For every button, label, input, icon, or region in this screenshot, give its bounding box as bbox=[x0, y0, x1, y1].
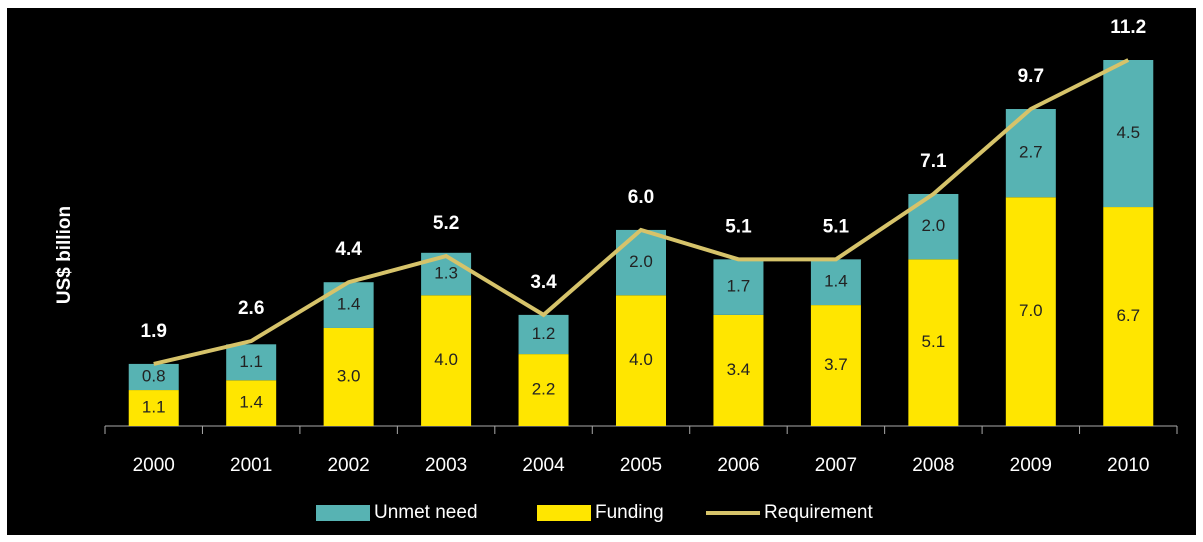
bar-value-label: 1.3 bbox=[434, 264, 458, 283]
legend-swatch bbox=[316, 505, 370, 521]
requirement-label: 5.1 bbox=[725, 216, 752, 237]
x-tick-label: 2000 bbox=[133, 455, 175, 476]
bar-segment bbox=[1005, 197, 1056, 426]
requirement-label: 11.2 bbox=[1110, 17, 1146, 38]
legend-swatch bbox=[537, 505, 591, 521]
x-tick-label: 2005 bbox=[620, 455, 662, 476]
bar-value-label: 1.1 bbox=[239, 352, 263, 371]
chart-background bbox=[7, 8, 1196, 535]
bar-value-label: 1.1 bbox=[142, 398, 166, 417]
requirement-label: 1.9 bbox=[141, 321, 167, 342]
legend-label: Funding bbox=[595, 502, 664, 523]
bar-segment bbox=[421, 295, 472, 426]
bar-value-label: 6.7 bbox=[1116, 306, 1140, 325]
bar-segment bbox=[908, 259, 959, 426]
requirement-label: 2.6 bbox=[238, 298, 264, 319]
bar-value-label: 3.4 bbox=[727, 360, 751, 379]
requirement-label: 9.7 bbox=[1018, 66, 1044, 87]
bar-value-label: 1.2 bbox=[532, 324, 556, 343]
bar-value-label: 1.4 bbox=[824, 272, 848, 291]
bar-value-label: 1.7 bbox=[727, 277, 751, 296]
x-tick-label: 2008 bbox=[912, 455, 954, 476]
bar-value-label: 4.5 bbox=[1116, 123, 1140, 142]
requirement-label: 5.1 bbox=[823, 216, 850, 237]
x-tick-label: 2001 bbox=[230, 455, 272, 476]
requirement-label: 3.4 bbox=[530, 272, 557, 293]
bar-value-label: 7.0 bbox=[1019, 301, 1043, 320]
bar-value-label: 4.0 bbox=[629, 350, 653, 369]
bar-segment bbox=[616, 295, 666, 426]
bar-segment bbox=[713, 314, 764, 426]
bar-value-label: 5.1 bbox=[922, 332, 946, 351]
y-axis-label: US$ billion bbox=[54, 206, 75, 304]
bar-segment bbox=[810, 259, 861, 306]
bar-segment bbox=[518, 354, 569, 426]
bar-segment bbox=[713, 259, 764, 315]
bar-segment bbox=[1103, 207, 1154, 426]
bar-value-label: 3.0 bbox=[337, 366, 361, 385]
requirement-line bbox=[153, 58, 1130, 366]
bar-value-label: 0.8 bbox=[142, 366, 166, 385]
bar-segment bbox=[128, 363, 179, 391]
bar-value-label: 1.4 bbox=[239, 393, 263, 412]
bar-value-label: 1.4 bbox=[337, 295, 361, 314]
bar-value-label: 2.7 bbox=[1019, 143, 1043, 162]
bar-value-label: 4.0 bbox=[434, 350, 458, 369]
bar-segment bbox=[1103, 60, 1154, 208]
legend-label: Requirement bbox=[764, 502, 873, 523]
x-tick-label: 2009 bbox=[1010, 455, 1052, 476]
bar-segment bbox=[128, 390, 179, 426]
bar-value-label: 2.0 bbox=[922, 216, 946, 235]
bar-value-label: 2.0 bbox=[629, 252, 653, 271]
requirement-label: 5.2 bbox=[433, 213, 459, 234]
x-tick-label: 2010 bbox=[1107, 455, 1149, 476]
bar-segment bbox=[616, 229, 666, 296]
bar-segment bbox=[323, 282, 374, 328]
x-tick-label: 2006 bbox=[717, 455, 759, 476]
bar-value-label: 3.7 bbox=[824, 355, 848, 374]
x-tick-label: 2007 bbox=[815, 455, 857, 476]
x-tick-label: 2002 bbox=[327, 455, 369, 476]
x-tick-label: 2004 bbox=[522, 455, 565, 476]
legend-label: Unmet need bbox=[374, 502, 478, 523]
requirement-label: 7.1 bbox=[920, 151, 947, 172]
bar-segment bbox=[226, 344, 277, 381]
bar-segment bbox=[518, 314, 569, 355]
bar-segment bbox=[226, 380, 277, 426]
requirement-label: 4.4 bbox=[335, 239, 362, 260]
bar-segment bbox=[810, 305, 861, 426]
bar-segment bbox=[323, 327, 374, 426]
requirement-label: 6.0 bbox=[628, 187, 654, 208]
x-tick-label: 2003 bbox=[425, 455, 467, 476]
bar-value-label: 2.2 bbox=[532, 380, 556, 399]
